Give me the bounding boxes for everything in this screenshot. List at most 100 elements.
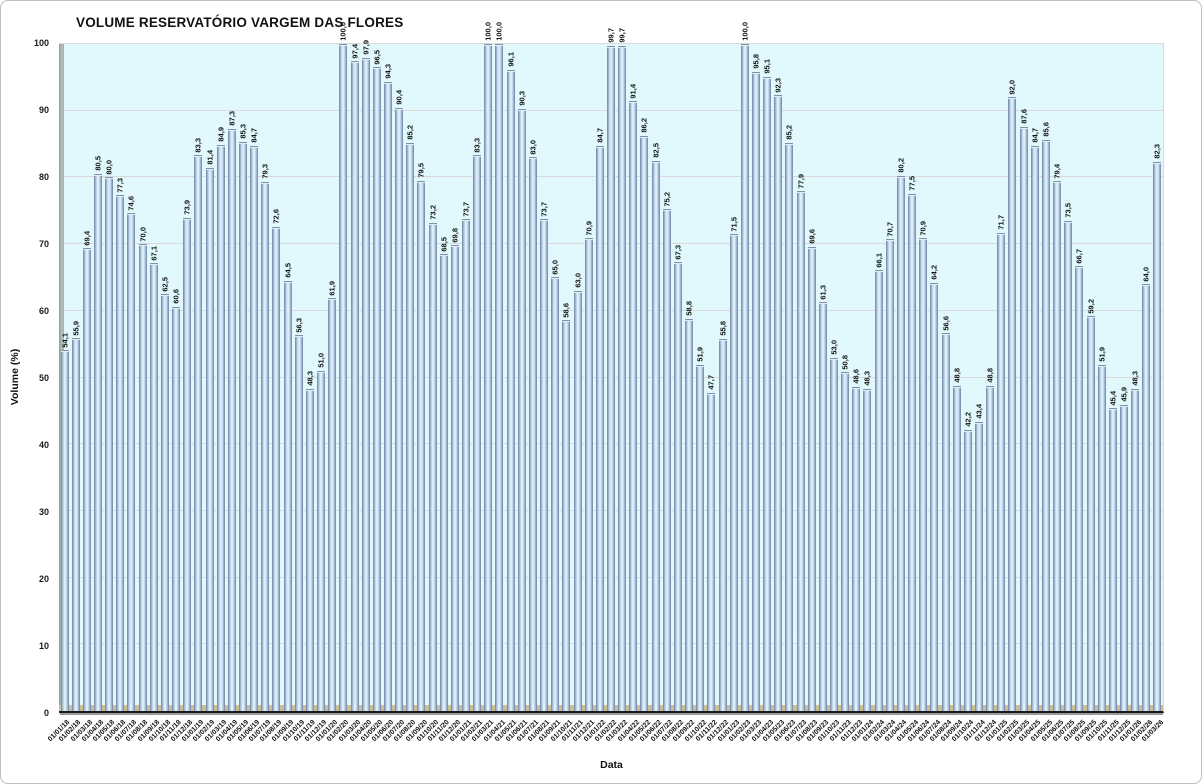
bar	[517, 108, 526, 711]
bar-slot: 86,2	[639, 44, 650, 711]
bar-slot: 55,9	[70, 44, 81, 711]
bar-slot: 63,0	[572, 44, 583, 711]
bar	[629, 101, 638, 711]
bar-slot: 95,1	[762, 44, 773, 711]
bar	[1119, 404, 1128, 711]
bar	[974, 421, 983, 711]
y-tick-label: 10	[38, 641, 49, 651]
bar-slot: 85,3	[237, 44, 248, 711]
bar	[830, 357, 839, 711]
bar-value-label: 90,3	[517, 91, 527, 106]
bar-value-label: 83,3	[193, 137, 203, 153]
bar-slot: 69,6	[806, 44, 817, 711]
bar	[718, 338, 727, 711]
bar-slot: 64,0	[1141, 44, 1152, 711]
bar-slot: 48,3	[1130, 44, 1141, 711]
bar-slot: 79,3	[260, 44, 271, 711]
bar-slot: 70,9	[918, 44, 929, 711]
bar	[82, 248, 91, 711]
bar-value-label: 73,9	[182, 200, 192, 216]
bar-value-label: 97,4	[349, 43, 359, 59]
bar-slot: 70,7	[884, 44, 895, 711]
bar	[428, 222, 437, 711]
bar-slot: 82,5	[650, 44, 661, 711]
bar-value-label: 56,3	[293, 317, 303, 333]
bar-value-label: 79,3	[260, 164, 270, 180]
bar-slot: 69,8	[449, 44, 460, 711]
bar	[328, 298, 337, 711]
bar	[1041, 140, 1050, 711]
bar	[606, 46, 615, 711]
bar-value-label: 48,3	[862, 371, 872, 386]
bar-value-label: 100,0	[740, 22, 750, 41]
bar-slot: 67,3	[672, 44, 683, 711]
bar-slot: 56,6	[940, 44, 951, 711]
bar-slot: 77,9	[795, 44, 806, 711]
bar-slot: 81,4	[204, 44, 215, 711]
bar-value-label: 84,9	[215, 127, 225, 142]
y-tick-label: 40	[38, 440, 49, 450]
bar-value-label: 56,6	[940, 315, 950, 331]
bar-value-label: 69,4	[82, 230, 92, 246]
bar-value-label: 96,5	[372, 49, 382, 65]
bar	[317, 370, 326, 711]
bar	[584, 238, 593, 711]
bar	[562, 320, 571, 711]
bar-value-label: 48,6	[851, 369, 861, 384]
bar-slot: 65,0	[550, 44, 561, 711]
y-tick-label: 50	[38, 373, 49, 383]
y-axis-tick-labels: 0 10 20 30 40 50 60 70 80 90 100	[1, 38, 53, 718]
bar-value-label: 85,6	[1041, 122, 1051, 138]
bar	[774, 95, 783, 711]
bar-value-label: 95,8	[751, 54, 761, 70]
bar-value-label: 95,1	[762, 59, 772, 74]
bar-slot: 94,3	[382, 44, 393, 711]
bar	[685, 318, 694, 711]
bar-value-label: 60,6	[171, 289, 181, 304]
bar-value-label: 51,9	[695, 347, 705, 362]
bar-value-label: 64,2	[929, 265, 939, 280]
bar	[205, 168, 214, 711]
bar-slot: 67,1	[148, 44, 159, 711]
bar-value-label: 92,3	[773, 77, 783, 93]
bar-slot: 92,3	[773, 44, 784, 711]
y-axis-title: Volume (%)	[9, 348, 21, 406]
bar-value-label: 85,2	[784, 125, 794, 140]
bar	[116, 195, 125, 711]
bar	[439, 254, 448, 711]
bar-slot: 64,2	[929, 44, 940, 711]
bar	[640, 136, 649, 711]
bar-value-label: 43,4	[974, 403, 984, 419]
bar-value-label: 86,2	[639, 118, 649, 134]
bar	[930, 282, 939, 711]
bar	[673, 262, 682, 711]
bar	[194, 155, 203, 711]
bar-slot: 47,7	[706, 44, 717, 711]
y-tick-label: 30	[38, 507, 49, 517]
bar	[71, 338, 80, 711]
bar	[361, 58, 370, 711]
bar-slot: 66,1	[873, 44, 884, 711]
bar	[707, 392, 716, 711]
bar	[305, 388, 314, 711]
y-tick-label: 70	[38, 239, 49, 249]
bar-slot: 99,7	[617, 28, 628, 711]
bar-value-label: 87,3	[227, 111, 237, 126]
y-tick-label: 90	[38, 105, 49, 115]
bar	[1030, 146, 1039, 711]
bar	[227, 128, 236, 711]
bar-slot: 87,6	[1018, 44, 1029, 711]
bar-slot: 85,2	[784, 44, 795, 711]
bar-value-label: 48,8	[951, 367, 961, 383]
bar	[662, 209, 671, 711]
bar-slot: 79,5	[416, 44, 427, 711]
bar-value-label: 82,5	[650, 143, 660, 158]
bar-slot: 82,3	[1152, 44, 1163, 711]
bar-slot: 75,2	[661, 44, 672, 711]
bar-slot: 80,0	[104, 44, 115, 711]
bar-value-label: 80,2	[896, 158, 906, 174]
bar-slot: 50,8	[840, 44, 851, 711]
bar-slot: 43,4	[973, 44, 984, 711]
bar	[963, 429, 972, 711]
x-axis-tick-labels: 01/01/18 01/02/18 01/03/18 01/04/18 01/05/18…	[47, 717, 1165, 761]
